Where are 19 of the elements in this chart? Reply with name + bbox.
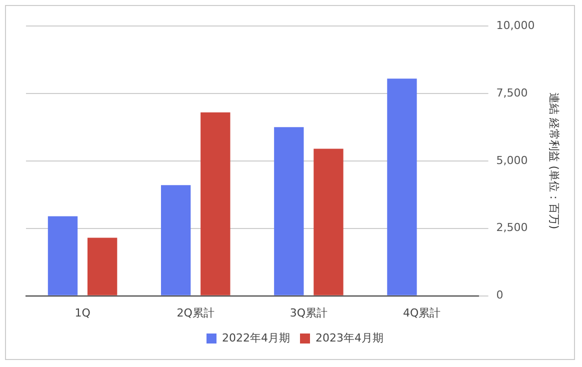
x-tick-label: 1Q (74, 306, 91, 320)
y-tick-label: 10,000 (496, 18, 535, 32)
legend-label: 2022年4月期 (222, 331, 290, 344)
bar (87, 238, 118, 296)
y-axis-title: 連結 経常利益 (単位：百万) (548, 92, 561, 230)
bar (387, 78, 417, 296)
bar (314, 148, 344, 296)
y-tick-label: 7,500 (496, 86, 528, 100)
y-tick-label: 2,500 (496, 221, 528, 234)
x-tick-label: 4Q累計 (402, 306, 441, 320)
x-tick-label: 2Q累計 (176, 306, 214, 320)
y-tick-label: 5,000 (496, 154, 528, 167)
bar (200, 112, 230, 296)
bar (274, 127, 304, 296)
x-tick-label: 3Q累計 (290, 306, 328, 320)
legend-label: 2023年4月期 (316, 331, 384, 344)
bar (160, 185, 191, 296)
bar (48, 216, 78, 296)
y-tick-label: 0 (496, 288, 504, 302)
